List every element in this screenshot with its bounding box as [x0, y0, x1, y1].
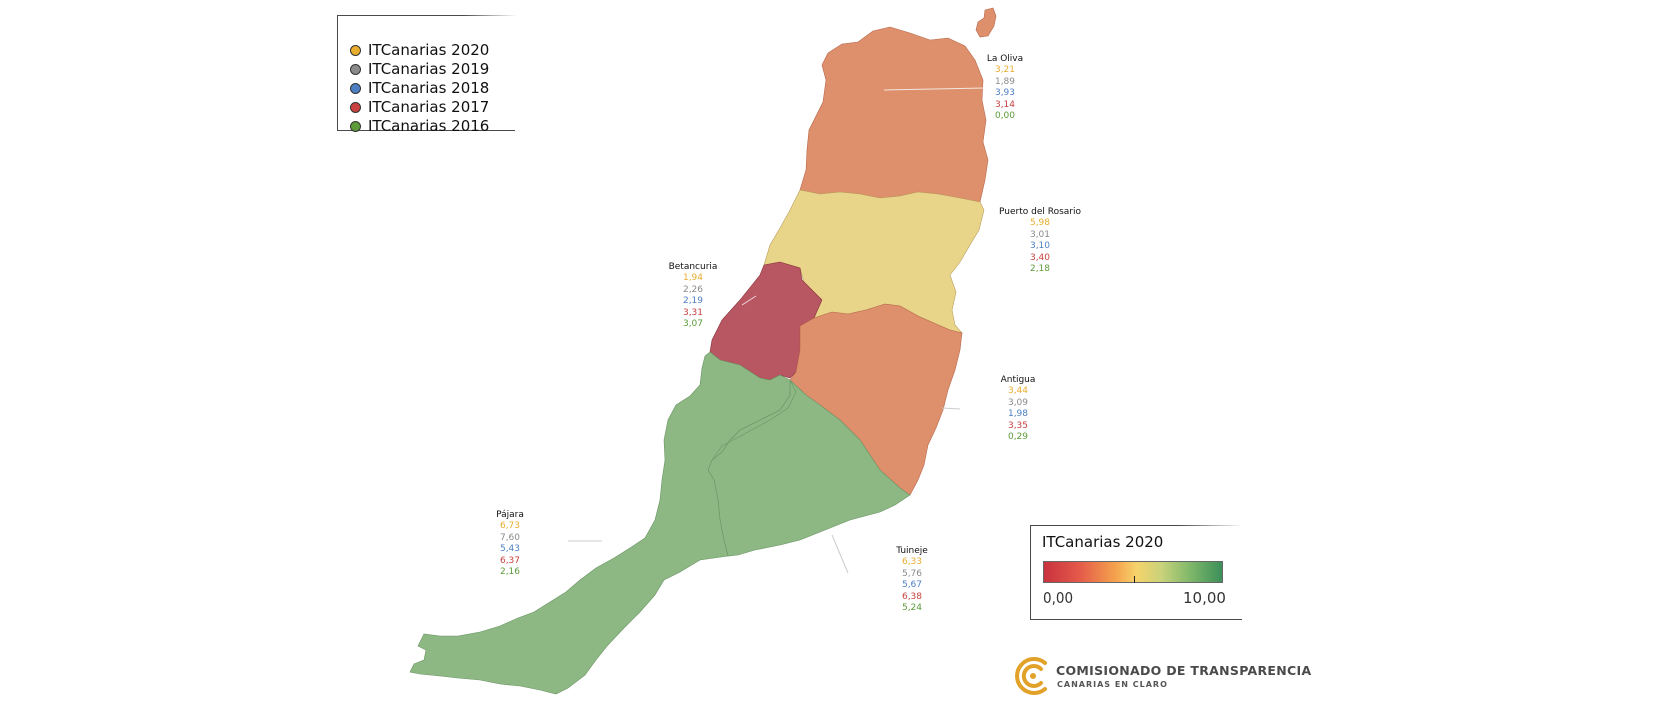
logo-c-mark-icon [1015, 657, 1047, 695]
value-2020: 3,44 [1007, 386, 1029, 396]
value-2018: 1,98 [1007, 409, 1029, 420]
value-2020: 5,98 [1029, 218, 1051, 228]
leader-line-tuineje [831, 534, 849, 574]
value-2020: 6,33 [901, 557, 923, 567]
value-2017: 6,37 [499, 555, 521, 566]
legend-color-dot [350, 101, 361, 113]
legend-label: ITCanarias 2016 [368, 117, 490, 135]
region-la-oliva[interactable] [799, 26, 989, 203]
legend-item-2019[interactable]: ITCanarias 2019 [350, 60, 489, 78]
scale-midpoint-tick [1134, 576, 1135, 583]
label-puerto-del-rosario: Puerto del Rosario 5,98 3,01 3,10 3,40 2… [990, 206, 1090, 276]
value-2019: 5,76 [901, 568, 923, 579]
value-2018: 2,19 [682, 296, 704, 307]
value-2017: 3,40 [1029, 252, 1051, 263]
region-pajara[interactable] [409, 351, 791, 695]
value-2016: 0,00 [994, 111, 1016, 122]
legend-label: ITCanarias 2020 [368, 41, 490, 59]
value-2018: 5,67 [901, 580, 923, 591]
legend-color-dot [350, 44, 361, 56]
logo-subtitle: CANARIAS EN CLARO [1057, 680, 1168, 689]
legend-label: ITCanarias 2019 [368, 60, 490, 78]
value-2016: 2,16 [499, 567, 521, 578]
legend-item-2016[interactable]: ITCanarias 2016 [350, 117, 489, 135]
leader-line-antigua [941, 407, 961, 410]
logo-title: COMISIONADO DE TRANSPARENCIA [1056, 663, 1312, 678]
color-scale-legend: ITCanarias 2020 0,00 10,00 [1030, 525, 1243, 620]
municipality-name: Puerto del Rosario [999, 207, 1081, 217]
municipality-name: Antigua [1000, 375, 1036, 385]
value-2017: 3,31 [682, 307, 704, 318]
value-2020: 3,21 [994, 65, 1016, 75]
scale-max-label: 10,00 [1183, 589, 1226, 607]
leader-line-la-oliva [883, 87, 986, 91]
color-gradient-bar [1043, 561, 1223, 583]
scale-title: ITCanarias 2020 [1042, 533, 1164, 551]
legend-label: ITCanarias 2018 [368, 79, 490, 97]
value-2016: 3,07 [682, 319, 704, 330]
value-2016: 5,24 [901, 603, 923, 614]
value-2018: 3,10 [1029, 241, 1051, 252]
legend-color-dot [350, 82, 361, 94]
value-2019: 3,09 [1007, 397, 1029, 408]
legend-color-dot [350, 120, 361, 132]
scale-min-label: 0,00 [1043, 589, 1074, 607]
municipality-name: Betancuria [668, 262, 718, 272]
value-2019: 7,60 [499, 532, 521, 543]
value-2016: 0,29 [1007, 432, 1029, 443]
leader-line-betancuria [741, 295, 757, 306]
legend-item-2018[interactable]: ITCanarias 2018 [350, 79, 489, 97]
municipality-name: La Oliva [986, 54, 1024, 64]
value-2017: 3,14 [994, 99, 1016, 110]
value-2019: 2,26 [682, 284, 704, 295]
label-betancuria: Betancuria 1,94 2,26 2,19 3,31 3,07 [663, 261, 723, 331]
municipality-name: Pájara [496, 510, 524, 520]
value-2016: 2,18 [1029, 264, 1051, 275]
legend-item-2017[interactable]: ITCanarias 2017 [350, 98, 489, 116]
value-2017: 3,35 [1007, 420, 1029, 431]
value-2017: 6,38 [901, 591, 923, 602]
boundary-line [711, 379, 797, 461]
label-la-oliva: La Oliva 3,21 1,89 3,93 3,14 0,00 [975, 53, 1035, 123]
label-tuineje: Tuineje 6,33 5,76 5,67 6,38 5,24 [887, 545, 937, 615]
transparency-logo[interactable]: COMISIONADO DE TRANSPARENCIA CANARIAS EN… [1013, 655, 1311, 697]
legend-color-dot [350, 63, 361, 75]
municipality-name: Tuineje [896, 546, 928, 556]
value-2020: 6,73 [499, 521, 521, 531]
value-2018: 5,43 [499, 544, 521, 555]
legend-label: ITCanarias 2017 [368, 98, 490, 116]
region-lobos[interactable] [975, 7, 997, 38]
value-2019: 1,89 [994, 76, 1016, 87]
value-2019: 3,01 [1029, 229, 1051, 240]
label-pajara: Pájara 6,73 7,60 5,43 6,37 2,16 [485, 509, 535, 579]
value-2020: 1,94 [682, 273, 704, 283]
legend-item-2020[interactable]: ITCanarias 2020 [350, 41, 489, 59]
value-2018: 3,93 [994, 88, 1016, 99]
year-legend: ITCanarias 2020 ITCanarias 2019 ITCanari… [337, 15, 517, 135]
label-antigua: Antigua 3,44 3,09 1,98 3,35 0,29 [993, 374, 1043, 444]
